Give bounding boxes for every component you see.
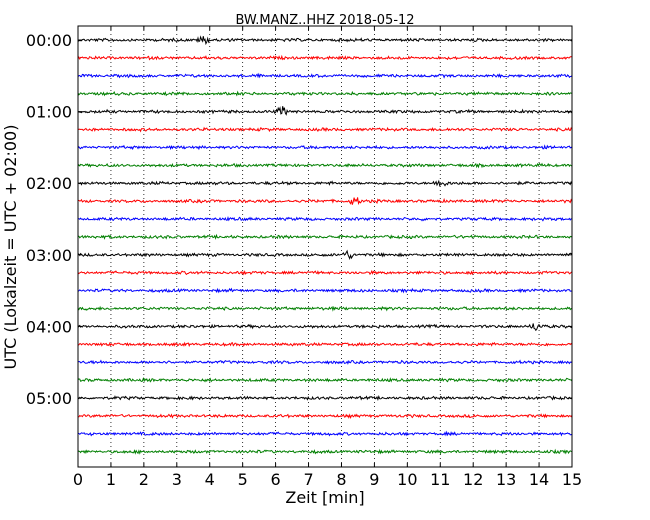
trace-18 [77, 359, 573, 365]
x-tick-label-3: 3 [172, 470, 182, 489]
y-tick-label-4: 04:00 [26, 317, 72, 336]
y-tick-label-1: 01:00 [26, 103, 72, 122]
y-tick-label-0: 00:00 [26, 31, 72, 50]
trace-7 [77, 162, 573, 169]
trace-20 [77, 395, 573, 401]
vertical-gridlines [110, 26, 540, 467]
trace-9 [77, 197, 573, 206]
trace-12 [77, 249, 573, 260]
trace-8 [77, 179, 573, 188]
x-tick-label-7: 7 [303, 470, 313, 489]
x-tick-label-9: 9 [369, 470, 379, 489]
trace-11 [77, 233, 573, 240]
x-tick-label-10: 10 [397, 470, 417, 489]
y-tick-label-3: 03:00 [26, 246, 72, 265]
x-tick-label-14: 14 [529, 470, 549, 489]
y-axis-label: UTC (Lokalzeit = UTC + 02:00) [1, 125, 20, 370]
trace-23 [77, 448, 573, 455]
trace-17 [77, 341, 573, 348]
trace-13 [77, 269, 573, 276]
chart-title: BW.MANZ..HHZ 2018-05-12 [235, 13, 414, 28]
trace-4 [77, 106, 573, 116]
x-tick-label-2: 2 [139, 470, 149, 489]
plot-frame [77, 25, 573, 468]
trace-3 [77, 90, 573, 97]
trace-22 [77, 430, 573, 437]
trace-1 [77, 54, 573, 61]
trace-6 [77, 144, 573, 151]
x-axis-label: Zeit [min] [285, 488, 364, 507]
x-tick-label-1: 1 [106, 470, 116, 489]
x-tick-label-15: 15 [562, 470, 582, 489]
y-tick-label-5: 05:00 [26, 389, 72, 408]
x-tick-label-13: 13 [496, 470, 516, 489]
x-tick-label-11: 11 [430, 470, 450, 489]
trace-0 [77, 35, 573, 46]
trace-series [77, 35, 573, 455]
trace-5 [77, 126, 573, 133]
x-tick-label-12: 12 [463, 470, 483, 489]
trace-19 [77, 377, 573, 383]
trace-14 [77, 287, 573, 294]
x-tick-label-5: 5 [238, 470, 248, 489]
x-tick-label-6: 6 [271, 470, 281, 489]
x-tick-label-0: 0 [73, 470, 83, 489]
axis-ticks: 0 1 2 3 4 5 6 7 8 9 10 11 12 13 14 1500:0001:0002:0003:… [26, 26, 582, 489]
trace-21 [77, 413, 573, 419]
x-tick-label-8: 8 [336, 470, 346, 489]
trace-10 [78, 215, 573, 222]
trace-16 [77, 323, 573, 332]
trace-2 [77, 72, 573, 79]
y-tick-label-2: 02:00 [26, 174, 72, 193]
trace-15 [77, 305, 573, 312]
x-tick-label-4: 4 [205, 470, 215, 489]
